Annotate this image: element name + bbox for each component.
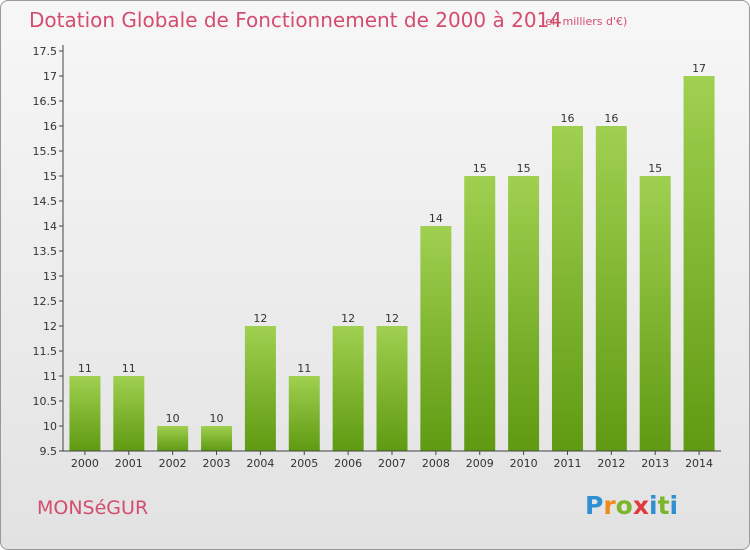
y-tick-label: 12.5 <box>33 295 58 308</box>
y-tick-label: 15 <box>43 170 57 183</box>
town-name: MONSéGUR <box>37 497 149 519</box>
y-tick-label: 15.5 <box>33 145 58 158</box>
y-tick-label: 11 <box>43 370 57 383</box>
data-label: 10 <box>166 412 180 425</box>
y-tick-label: 16.5 <box>33 95 58 108</box>
y-tick-label: 10 <box>43 420 57 433</box>
bar <box>464 176 496 451</box>
bar <box>420 226 452 451</box>
x-tick-label: 2008 <box>422 457 450 470</box>
bar <box>595 126 627 451</box>
x-axis: 2000 2001 2002 2003 2004 2005 2006 2007 2008 2009… <box>63 450 721 470</box>
bar <box>639 176 671 451</box>
bar <box>683 76 715 451</box>
x-tick-label: 2009 <box>466 457 494 470</box>
data-label: 15 <box>517 162 531 175</box>
bar <box>69 376 101 451</box>
y-tick-label: 12 <box>43 320 57 333</box>
x-tick-label: 2000 <box>71 457 99 470</box>
bar <box>244 326 276 451</box>
x-tick-label: 2002 <box>159 457 187 470</box>
data-label: 10 <box>210 412 224 425</box>
y-tick-label: 9.5 <box>40 445 58 458</box>
data-label: 16 <box>604 112 618 125</box>
data-label: 16 <box>560 112 574 125</box>
bar <box>551 126 583 451</box>
data-label: 12 <box>341 312 355 325</box>
bar <box>332 326 364 451</box>
x-tick-label: 2001 <box>115 457 143 470</box>
bar <box>201 426 233 451</box>
x-tick-label: 2005 <box>290 457 318 470</box>
chart-subtitle: (en milliers d'€) <box>541 15 628 28</box>
data-label: 15 <box>648 162 662 175</box>
y-tick-label: 16 <box>43 120 57 133</box>
y-tick-label: 10.5 <box>33 395 58 408</box>
x-tick-label: 2007 <box>378 457 406 470</box>
data-label: 11 <box>78 362 92 375</box>
y-axis: 9.5 10 10.5 11 11.5 12 12.5 13 13.5 14 14.5 15 15.5 1… <box>33 45 64 458</box>
x-tick-label: 2011 <box>553 457 581 470</box>
y-tick-label: 14.5 <box>33 195 58 208</box>
x-tick-label: 2014 <box>685 457 713 470</box>
x-tick-label: 2006 <box>334 457 362 470</box>
bar <box>157 426 189 451</box>
bar <box>113 376 145 451</box>
y-tick-label: 13.5 <box>33 245 58 258</box>
bar <box>288 376 320 451</box>
data-label: 11 <box>297 362 311 375</box>
y-tick-label: 11.5 <box>33 345 58 358</box>
bar <box>508 176 540 451</box>
data-label: 14 <box>429 212 443 225</box>
x-tick-label: 2013 <box>641 457 669 470</box>
chart-title: Dotation Globale de Fonctionnement de 20… <box>29 8 562 32</box>
data-label: 15 <box>473 162 487 175</box>
bars-group: 11 11 10 10 12 11 12 12 14 15 15 16 16 15 17 <box>69 62 715 451</box>
y-tick-label: 14 <box>43 220 57 233</box>
y-tick-label: 17 <box>43 70 57 83</box>
y-tick-label: 13 <box>43 270 57 283</box>
x-tick-label: 2004 <box>246 457 274 470</box>
data-label: 12 <box>385 312 399 325</box>
x-tick-label: 2003 <box>203 457 231 470</box>
y-tick-label: 17.5 <box>33 45 58 58</box>
data-label: 12 <box>253 312 267 325</box>
x-tick-label: 2012 <box>597 457 625 470</box>
bar <box>376 326 408 451</box>
data-label: 11 <box>122 362 136 375</box>
x-tick-label: 2010 <box>510 457 538 470</box>
proxiti-logo[interactable]: Proxiti <box>585 491 679 520</box>
data-label: 17 <box>692 62 706 75</box>
